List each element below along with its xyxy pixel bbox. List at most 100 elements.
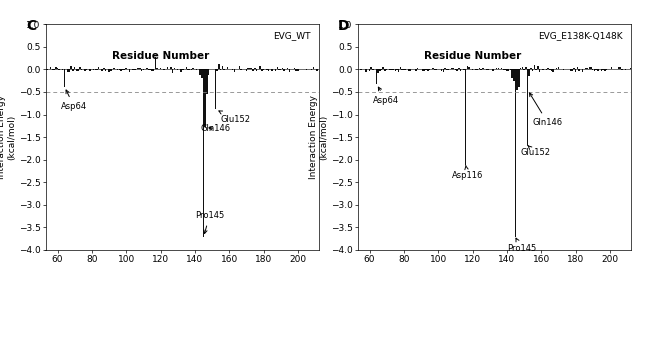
Bar — [239, 66, 240, 69]
Bar — [157, 68, 158, 69]
Bar — [556, 68, 558, 69]
Bar — [403, 69, 405, 70]
Bar — [148, 69, 150, 70]
Bar — [113, 68, 115, 69]
Bar — [201, 69, 203, 77]
Bar — [110, 69, 112, 71]
Bar — [174, 68, 175, 69]
Bar — [280, 69, 281, 70]
Bar — [48, 68, 49, 69]
Bar — [372, 69, 374, 70]
Bar — [512, 69, 513, 77]
Bar — [233, 69, 235, 72]
Bar — [187, 69, 188, 70]
Bar — [456, 69, 458, 71]
Bar — [415, 69, 417, 70]
Text: Pro145: Pro145 — [507, 238, 536, 253]
Text: Asp116: Asp116 — [452, 166, 484, 180]
Bar — [70, 66, 72, 69]
Bar — [94, 69, 96, 70]
Bar — [422, 69, 424, 70]
Bar — [278, 69, 280, 70]
Bar — [204, 69, 206, 127]
Bar — [259, 66, 261, 69]
Text: Glu152: Glu152 — [219, 111, 251, 125]
Bar — [545, 69, 547, 70]
Bar — [497, 68, 499, 69]
Bar — [448, 69, 449, 70]
Bar — [101, 69, 103, 71]
Bar — [593, 69, 595, 71]
Bar — [151, 69, 153, 71]
Bar — [508, 69, 510, 70]
Bar — [50, 67, 51, 69]
Bar — [155, 57, 156, 69]
Bar — [601, 69, 602, 71]
Bar — [370, 67, 372, 69]
Bar — [203, 69, 204, 237]
Bar — [72, 69, 73, 71]
Bar — [410, 69, 411, 71]
Bar — [523, 69, 525, 70]
Bar — [467, 66, 468, 69]
Bar — [381, 69, 382, 70]
Bar — [558, 68, 559, 69]
Bar — [214, 69, 216, 109]
Bar — [190, 69, 192, 70]
Bar — [496, 68, 497, 69]
Bar — [578, 69, 580, 71]
Text: D: D — [338, 19, 350, 33]
Bar — [200, 69, 201, 75]
Bar — [563, 69, 564, 70]
Bar — [254, 68, 255, 69]
Bar — [502, 69, 504, 70]
Bar — [597, 69, 599, 71]
Bar — [58, 69, 60, 70]
Bar — [575, 69, 577, 72]
Bar — [585, 68, 587, 69]
Bar — [518, 69, 519, 86]
Bar — [105, 69, 107, 71]
Bar — [192, 68, 194, 69]
Bar — [125, 68, 127, 69]
Bar — [137, 68, 139, 69]
Bar — [465, 69, 467, 165]
Bar — [577, 67, 578, 69]
Bar — [552, 69, 554, 72]
Bar — [185, 67, 187, 69]
Bar — [295, 69, 297, 71]
Bar — [180, 69, 182, 72]
Bar — [283, 69, 285, 71]
Bar — [590, 67, 592, 69]
Bar — [427, 69, 428, 71]
Bar — [208, 69, 209, 75]
Bar — [218, 64, 220, 69]
Bar — [398, 69, 400, 72]
Bar — [216, 69, 218, 71]
Bar — [445, 68, 446, 69]
Bar — [400, 67, 401, 69]
Bar — [124, 69, 125, 70]
Bar — [460, 69, 461, 71]
Bar — [133, 69, 134, 70]
Bar — [134, 69, 136, 70]
Text: EVG_E138K-Q148K: EVG_E138K-Q148K — [538, 31, 622, 40]
Bar — [566, 68, 567, 69]
Bar — [549, 69, 551, 70]
Bar — [378, 69, 379, 73]
Bar — [551, 69, 552, 70]
Bar — [142, 69, 144, 70]
Text: C: C — [26, 19, 36, 33]
Bar — [582, 69, 583, 72]
Bar — [458, 68, 460, 69]
Bar — [55, 67, 57, 69]
Bar — [84, 69, 86, 71]
Bar — [64, 69, 65, 86]
Bar — [98, 67, 99, 69]
Bar — [513, 69, 515, 81]
Bar — [153, 69, 155, 71]
Bar — [603, 69, 604, 70]
Bar — [139, 68, 140, 69]
Bar — [547, 68, 549, 69]
Bar — [405, 69, 406, 70]
